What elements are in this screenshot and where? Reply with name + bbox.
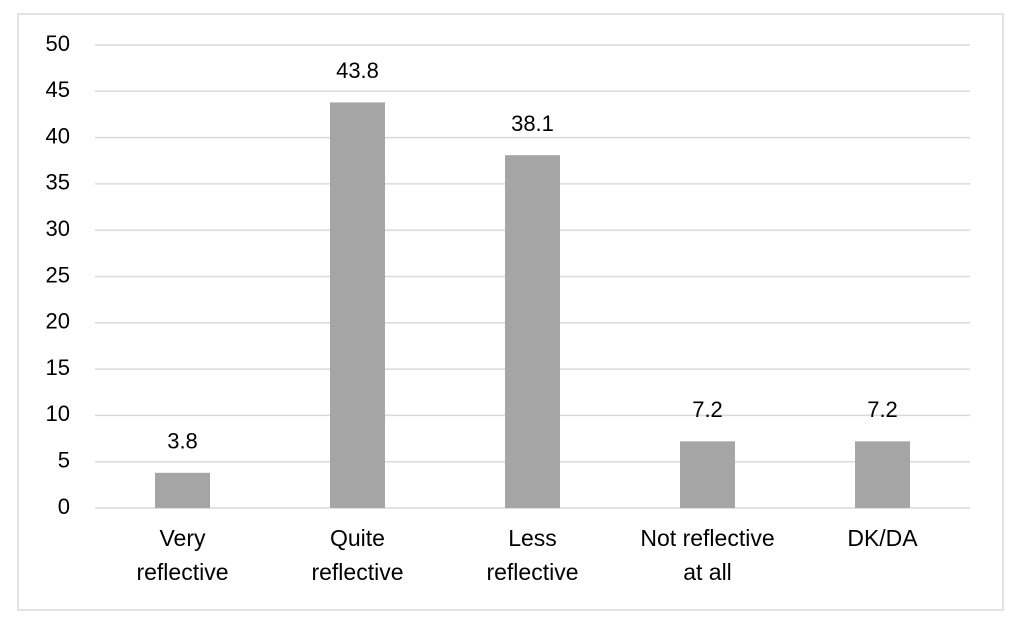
bar (330, 102, 385, 509)
y-tick-label: 0 (58, 494, 70, 519)
y-tick-label: 50 (46, 31, 70, 56)
y-tick-label: 10 (46, 401, 70, 426)
data-label: 7.2 (692, 397, 723, 422)
bar (155, 472, 210, 508)
bar (680, 441, 735, 508)
y-tick-label: 30 (46, 216, 70, 241)
x-tick-label: Very reflective (136, 525, 229, 585)
bar (505, 155, 560, 508)
y-tick-label: 45 (46, 77, 70, 102)
y-tick-label: 5 (58, 448, 70, 473)
data-label: 38.1 (511, 111, 554, 136)
x-tick-label: Not reflective at all (640, 525, 775, 585)
bar (855, 441, 910, 508)
data-label: 7.2 (867, 397, 898, 422)
y-tick-label: 15 (46, 355, 70, 380)
data-label: 3.8 (167, 429, 198, 454)
x-tick-label: DK/DA (847, 525, 918, 551)
y-tick-label: 25 (46, 262, 70, 287)
x-tick-label: Less reflective (486, 525, 579, 585)
y-tick-label: 40 (46, 123, 70, 148)
x-tick-label: Quite reflective (311, 525, 404, 585)
data-label: 43.8 (336, 58, 379, 83)
y-tick-label: 35 (46, 170, 70, 195)
y-tick-label: 20 (46, 309, 70, 334)
